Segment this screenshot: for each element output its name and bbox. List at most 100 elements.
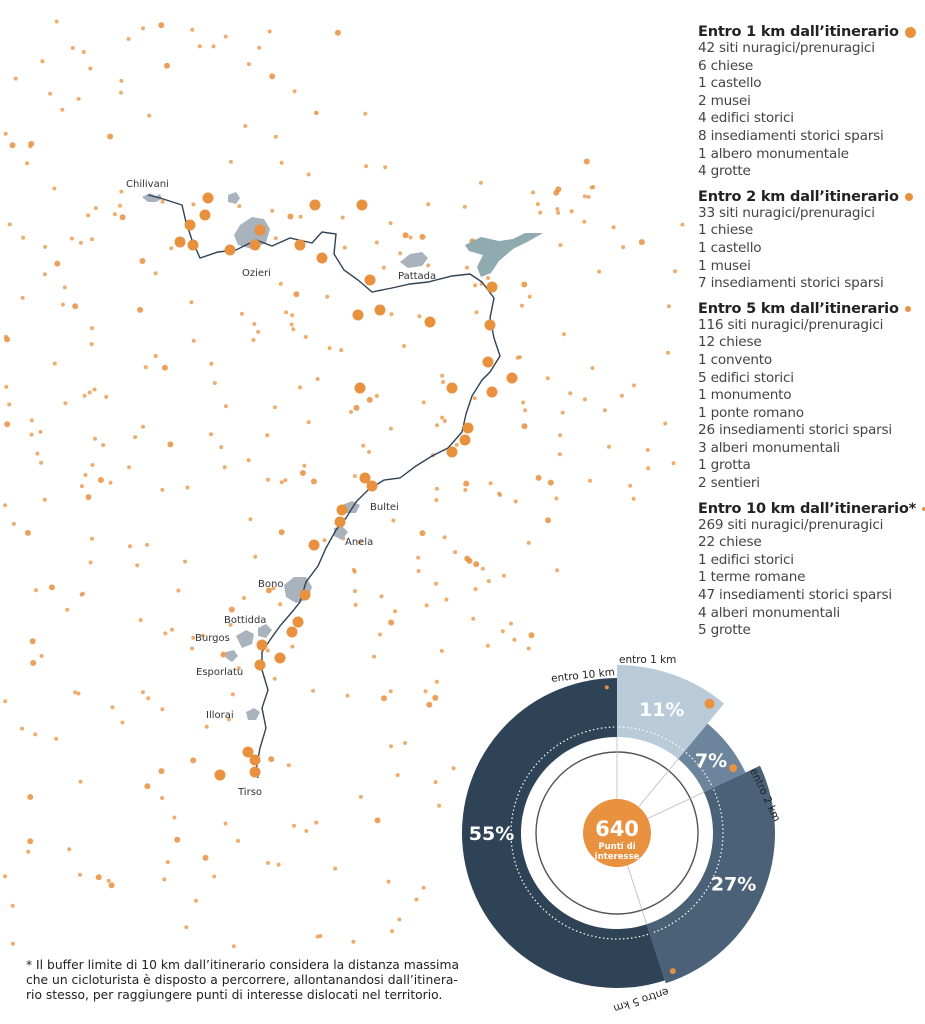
poi-dot (582, 397, 587, 402)
poi-dot (562, 332, 566, 337)
poi-dot-near (309, 199, 321, 211)
poi-dot (434, 498, 439, 503)
town-label-anela: Anela (345, 537, 373, 548)
poi-dot (334, 29, 341, 36)
poi-dot (500, 629, 505, 634)
poi-dot-near (286, 626, 298, 638)
poi-dot-near (486, 281, 498, 293)
poi-dot (143, 365, 148, 370)
poi-dot (209, 361, 214, 366)
poi-dot (248, 517, 253, 522)
segment-value-label: 55% (469, 823, 514, 845)
poi-dot (441, 380, 445, 384)
poi-dot (353, 602, 358, 607)
poi-dot (119, 189, 124, 194)
poi-dot (607, 444, 611, 449)
poi-dot (191, 202, 196, 207)
poi-dot (79, 484, 84, 489)
poi-dot (402, 344, 407, 348)
poi-dot (190, 646, 195, 651)
poi-dot (621, 245, 626, 250)
legend-item: 1 albero monumentale (698, 145, 849, 162)
poi-dot (463, 488, 468, 492)
poi-dot (39, 654, 44, 658)
poi-dot-near (359, 472, 371, 484)
poi-dot (388, 426, 393, 431)
poi-dot (4, 421, 11, 428)
poi-dot (38, 429, 43, 434)
poi-dot-near (484, 319, 496, 331)
legend-title: Entro 1 km dall’itinerario (698, 24, 899, 40)
dot-tiny-icon (922, 506, 925, 511)
poi-dot (378, 632, 383, 637)
poi-dot (246, 458, 251, 463)
legend-item: 269 siti nuragici/prenuragici (698, 516, 884, 533)
poi-dot (680, 222, 685, 227)
poi-dot-near (294, 239, 306, 251)
poi-dot-near (214, 769, 226, 781)
poi-dot (465, 265, 469, 270)
poi-dot (270, 208, 275, 213)
poi-dot (588, 478, 593, 483)
poi-dot-near (254, 659, 266, 671)
poi-dot (243, 124, 248, 128)
cycle-route (147, 194, 501, 779)
poi-dot (236, 838, 241, 843)
poi-dot (193, 898, 198, 903)
poi-dot (434, 581, 439, 586)
poi-dot (82, 393, 87, 398)
poi-dot (673, 269, 678, 274)
poi-dot (619, 393, 624, 398)
poi-dot (90, 463, 95, 467)
poi-dot (278, 281, 283, 286)
poi-dot (39, 460, 44, 465)
poi-dot (27, 794, 34, 800)
poi-dot (160, 707, 165, 712)
poi-dot-near (459, 434, 471, 446)
poi-dot (292, 823, 296, 828)
poi-dot (3, 334, 8, 339)
poi-dot (416, 555, 421, 560)
poi-dot (451, 766, 456, 771)
legend-item: 5 edifici storici (698, 369, 794, 386)
segment-dot-icon (704, 698, 715, 709)
poi-dot (90, 326, 95, 331)
poi-dot (79, 592, 84, 597)
poi-dot (590, 366, 595, 371)
poi-dot (520, 303, 524, 308)
poi-dot (237, 204, 242, 209)
poi-dot (165, 860, 170, 865)
poi-dot (414, 897, 419, 902)
poi-dot (379, 594, 384, 599)
poi-dot (554, 496, 559, 501)
poi-dot (386, 879, 391, 884)
legend-item: 3 alberi monumentali (698, 439, 840, 456)
poi-dot (289, 322, 294, 327)
poi-dot (95, 874, 102, 881)
poi-dot (223, 821, 228, 826)
poi-dot (184, 925, 189, 930)
poi-dot (13, 76, 18, 81)
poi-dot (54, 736, 59, 741)
poi-dot (3, 874, 7, 879)
poi-dot (439, 648, 444, 653)
poi-dot (209, 432, 213, 437)
town-area-ozieri-2 (228, 192, 240, 204)
poi-dot (48, 584, 55, 591)
poi-dot (228, 622, 233, 627)
town-label-tirso: Tirso (237, 787, 262, 798)
poi-dot (24, 529, 31, 536)
poi-dot (158, 22, 165, 29)
legend-item: 2 musei (698, 92, 751, 109)
poi-dot (512, 637, 517, 642)
poi-dot (390, 929, 395, 934)
poi-dot-near (482, 356, 494, 368)
spoke-line (638, 758, 679, 808)
poi-dot (10, 941, 15, 946)
poi-dot (89, 342, 94, 347)
legend-group-2km: Entro 2 km dall’itinerario 33 siti nurag… (698, 189, 925, 293)
poi-dot (69, 236, 74, 241)
poi-dot (212, 874, 217, 879)
poi-dot (333, 866, 338, 871)
poi-dot (27, 838, 34, 845)
